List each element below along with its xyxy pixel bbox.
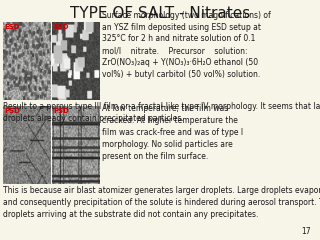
- Text: Surface morphology (two magnifications) of
an YSZ film deposited using ESD setup: Surface morphology (two magnifications) …: [102, 11, 270, 79]
- Text: 17: 17: [301, 227, 310, 236]
- Text: ESD: ESD: [4, 24, 20, 30]
- Text: PSD: PSD: [54, 108, 70, 114]
- Text: PSD: PSD: [4, 108, 20, 114]
- Text: Result to a porous type III film or a fractal-like type IV morphology. It seems : Result to a porous type III film or a fr…: [3, 102, 320, 123]
- Text: TYPE OF SALT - Nitrates: TYPE OF SALT - Nitrates: [70, 6, 250, 21]
- Text: This is because air blast atomizer generates larger droplets. Large droplets eva: This is because air blast atomizer gener…: [3, 186, 320, 219]
- Text: ESD: ESD: [54, 24, 69, 30]
- Text: At low temperature, the film was
cracked. At higher temperature the
film was cra: At low temperature, the film was cracked…: [102, 104, 243, 161]
